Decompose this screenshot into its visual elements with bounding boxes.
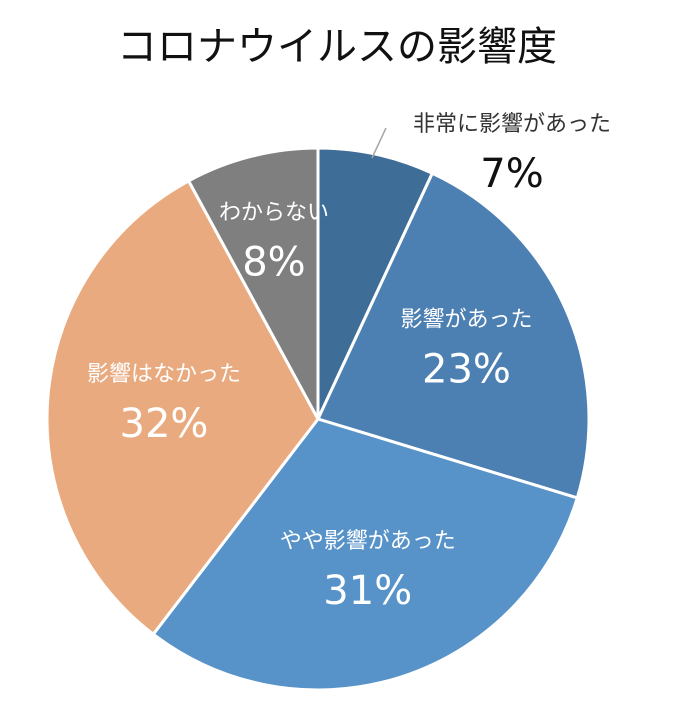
slice-1-percent-label: 7% bbox=[480, 151, 543, 197]
slice-3-wedge bbox=[151, 417, 580, 692]
slice-4-wedge bbox=[45, 178, 320, 637]
slice-2-percent-label: 23% bbox=[422, 347, 511, 393]
slice-1-category-label: 非常に影響があった bbox=[413, 112, 611, 137]
slice-3-percent-label: 31% bbox=[323, 568, 412, 614]
slice-4-category-label: 影響はなかった bbox=[87, 362, 241, 387]
slice-2-wedge bbox=[315, 171, 591, 500]
slice-5-category-label: わからない bbox=[219, 201, 329, 226]
slice-4-percent-label: 32% bbox=[120, 401, 209, 447]
slice-1-leader-line bbox=[371, 127, 387, 159]
chart-title: コロナウイルスの影響度 bbox=[117, 24, 557, 70]
slice-1-wedge bbox=[316, 146, 435, 420]
slice-3-category-label: やや影響があった bbox=[280, 529, 456, 554]
slice-5-percent-label: 8% bbox=[242, 240, 305, 286]
slice-5-wedge bbox=[186, 146, 320, 420]
slice-2-category-label: 影響があった bbox=[400, 308, 532, 333]
